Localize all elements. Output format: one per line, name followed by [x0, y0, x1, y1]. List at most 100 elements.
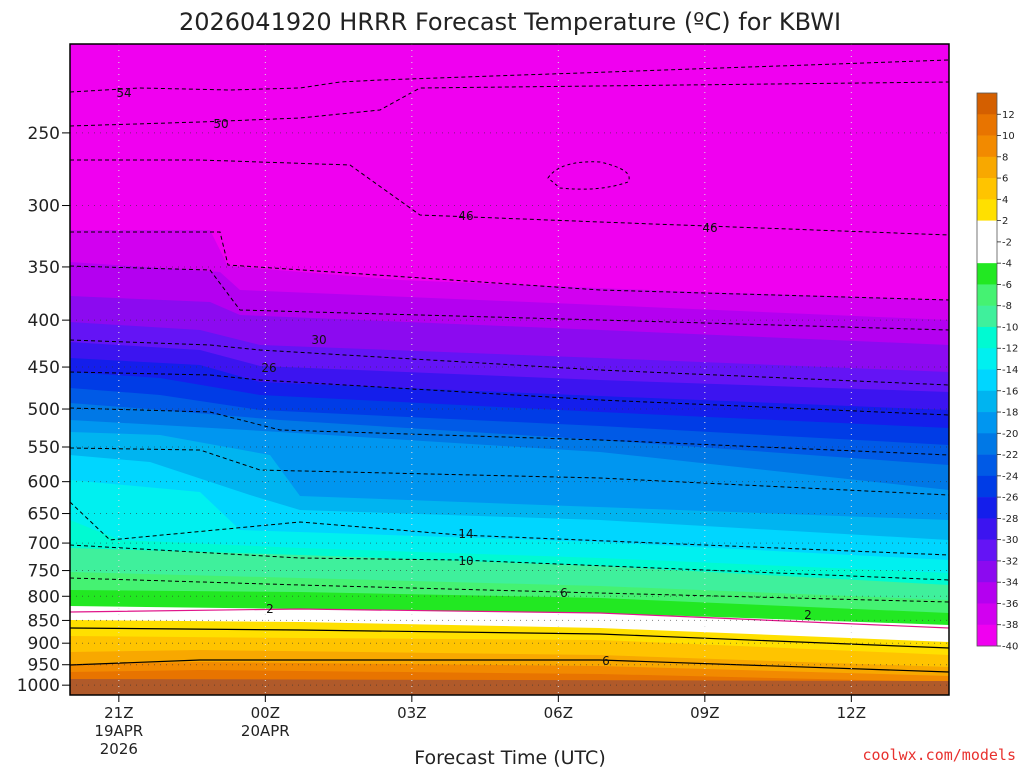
- y-tick-label: 750: [28, 562, 60, 582]
- contour-labels: 54 50 46 46 30 26 14 10 6 2 2 6: [116, 86, 811, 668]
- credit-text: coolwx.com/models: [862, 746, 1016, 764]
- colorbar-swatch: [977, 603, 997, 626]
- isotherm-contours: [70, 59, 949, 673]
- colorbar-swatch: [977, 178, 997, 200]
- contour-label: 2: [266, 602, 274, 616]
- isotherm-line: [70, 371, 949, 416]
- y-tick-label: 400: [28, 311, 60, 331]
- isotherm-line: [70, 339, 949, 386]
- isotherm-line: [70, 265, 949, 331]
- colorbar-label: -2: [1002, 237, 1012, 248]
- contour-label: 26: [261, 361, 276, 375]
- colorbar-swatch: [977, 582, 997, 604]
- colorbar-label: 4: [1002, 195, 1008, 206]
- isotherm-line: [70, 159, 949, 236]
- contour-label: 50: [213, 117, 228, 131]
- colorbar-swatch: [977, 199, 997, 221]
- x-tick-label: 09Z: [690, 704, 719, 722]
- colorbar-label: -38: [1002, 620, 1018, 631]
- colorbar-swatch: [977, 305, 997, 328]
- contour-label: 10: [458, 554, 473, 568]
- colorbar-swatch: [977, 326, 997, 349]
- y-tick-label: 550: [28, 438, 60, 458]
- y-axis: 250 300 350 400 450 500 550 600 650 700 750 800 850 9…: [17, 124, 70, 696]
- colorbar-swatch: [977, 412, 997, 434]
- y-tick-label: 250: [28, 124, 60, 144]
- colorbar-swatch: [977, 433, 997, 455]
- colorbar-label: -36: [1002, 599, 1018, 610]
- colorbar-label: -26: [1002, 493, 1018, 504]
- colorbar-label: -32: [1002, 556, 1018, 567]
- y-tick-label: 700: [28, 534, 60, 554]
- colorbar-swatch: [977, 241, 997, 264]
- colorbar-swatch: [977, 539, 997, 562]
- colorbar-swatch: [977, 475, 997, 498]
- contour-label: 2: [804, 608, 812, 622]
- colorbar-swatch: [977, 348, 997, 370]
- y-tick-label: 850: [28, 611, 60, 631]
- colorbar-label: -8: [1002, 301, 1012, 312]
- colorbar-label: -22: [1002, 450, 1018, 461]
- colorbar-label: -30: [1002, 535, 1018, 546]
- isotherm-line: [70, 59, 949, 93]
- colorbar-swatch: [977, 220, 997, 243]
- contour-label: 6: [602, 654, 610, 668]
- isotherm-line: [70, 577, 949, 603]
- temperature-band: [70, 679, 949, 695]
- colorbar-label: -16: [1002, 386, 1018, 397]
- isotherm-line: [70, 627, 949, 649]
- isotherm-line: [70, 659, 949, 673]
- colorbar-label: -6: [1002, 280, 1012, 291]
- y-tick-label: 650: [28, 505, 60, 525]
- colorbar-label: -20: [1002, 429, 1018, 440]
- colorbar-swatch: [977, 518, 997, 540]
- colorbar-label: 10: [1002, 131, 1015, 142]
- x-tick-label: 21Z: [104, 704, 133, 722]
- contour-label: 6: [560, 586, 568, 600]
- colorbar-label: 6: [1002, 174, 1008, 185]
- temperature-fill-layers: [70, 44, 949, 695]
- colorbar-swatch: [977, 93, 997, 115]
- colorbar-label: -12: [1002, 344, 1018, 355]
- x-tick-label: 12Z: [837, 704, 866, 722]
- colorbar-label: -4: [1002, 259, 1012, 270]
- colorbar-swatch: [977, 497, 997, 519]
- contour-label: 46: [702, 221, 717, 235]
- isotherm-line: [70, 608, 949, 629]
- colorbar-swatch: [977, 369, 997, 392]
- x-tick-year: 2026: [100, 740, 138, 758]
- y-tick-label: 1000: [17, 676, 60, 696]
- colorbar-label: -24: [1002, 471, 1018, 482]
- colorbar-swatch: [977, 454, 997, 477]
- colorbar-swatch: [977, 263, 997, 285]
- colorbar-label: -40: [1002, 642, 1018, 653]
- colorbar-label: -18: [1002, 408, 1018, 419]
- plot-frame: [69, 43, 950, 696]
- y-tick-label: 900: [28, 634, 60, 654]
- y-tick-label: 300: [28, 197, 60, 217]
- contour-label: 54: [116, 86, 131, 100]
- colorbar-swatch: [977, 135, 997, 158]
- y-tick-label: 950: [28, 656, 60, 676]
- colorbar-swatch: [977, 284, 997, 306]
- colorbar-label: -10: [1002, 322, 1018, 333]
- contour-cell: [547, 161, 630, 190]
- colorbar-swatch: [977, 624, 997, 647]
- colorbar-legend: 12 10 8 6 4 2 -2 -4 -6 -8 -10 -12 -14 -16 -18 -20 -22 -24…: [976, 92, 1018, 653]
- colorbar-label: -28: [1002, 514, 1018, 525]
- y-tick-label: 800: [28, 587, 60, 607]
- isotherm-line: [70, 501, 949, 556]
- isotherm-line: [70, 81, 949, 127]
- y-tick-label: 500: [28, 400, 60, 420]
- x-tick-label: 00Z: [251, 704, 280, 722]
- colorbar-label: 2: [1002, 216, 1008, 227]
- y-tick-label: 600: [28, 473, 60, 493]
- y-tick-label: 450: [28, 358, 60, 378]
- colorbar-swatch: [977, 390, 997, 413]
- colorbar-label: -14: [1002, 365, 1018, 376]
- isotherm-line: [70, 447, 949, 496]
- x-axis-label: Forecast Time (UTC): [414, 747, 605, 768]
- contour-label: 30: [311, 333, 326, 347]
